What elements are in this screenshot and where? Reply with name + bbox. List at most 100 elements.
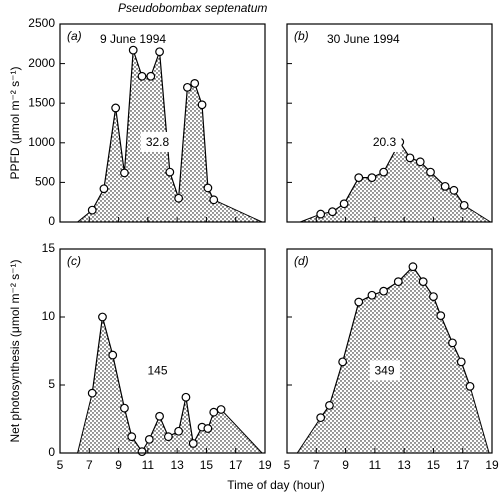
data-point xyxy=(144,435,154,444)
area-edge xyxy=(220,409,263,454)
data-point xyxy=(367,173,377,183)
data-point xyxy=(367,290,377,300)
panel-label: (d) xyxy=(294,254,309,268)
data-point xyxy=(316,209,326,219)
data-point xyxy=(174,193,184,203)
data-point xyxy=(408,262,418,272)
data-point xyxy=(209,407,219,417)
data-point xyxy=(379,286,389,296)
area-total-box xyxy=(369,360,400,381)
x-tick-label: 9 xyxy=(342,458,349,472)
y-tick-label: 0 xyxy=(48,445,55,459)
data-point xyxy=(137,447,147,457)
data-point xyxy=(99,184,109,194)
data-point xyxy=(111,103,121,113)
panel-frame xyxy=(286,23,493,223)
data-point xyxy=(405,153,415,163)
data-point xyxy=(379,167,389,177)
x-tick-label: 9 xyxy=(115,458,122,472)
x-tick-label: 13 xyxy=(397,458,411,472)
data-point xyxy=(459,200,469,210)
data-point xyxy=(190,78,200,88)
area-edge xyxy=(296,417,322,454)
y-tick-label: 10 xyxy=(42,309,56,323)
data-point xyxy=(155,47,164,57)
panel-frame xyxy=(59,23,266,223)
data-point xyxy=(163,432,173,442)
panel-label: (c) xyxy=(67,254,81,268)
x-tick-label: 17 xyxy=(456,458,470,472)
y-tick-label: 2500 xyxy=(28,16,55,30)
area-total: 32.8 xyxy=(146,135,170,149)
data-point xyxy=(429,292,438,302)
data-point xyxy=(203,424,213,433)
data-point xyxy=(354,297,364,307)
data-point xyxy=(128,45,138,55)
panel-label: (b) xyxy=(294,29,309,43)
data-point xyxy=(108,350,118,360)
panel-date: 9 June 1994 xyxy=(100,32,166,46)
data-point xyxy=(120,168,129,178)
data-point xyxy=(216,405,226,414)
data-point xyxy=(325,401,334,410)
y-tick-label: 2000 xyxy=(28,56,55,70)
area-fill xyxy=(297,266,490,453)
area-edge xyxy=(463,204,491,223)
data-point xyxy=(415,157,425,167)
y-tick-label: 500 xyxy=(35,175,55,189)
data-point xyxy=(448,338,457,348)
data-point xyxy=(418,277,428,287)
data-point xyxy=(137,71,147,81)
data-point xyxy=(354,173,364,183)
data-point xyxy=(182,82,192,92)
data-point xyxy=(449,185,459,195)
data-point xyxy=(440,181,450,191)
data-point xyxy=(188,439,198,448)
y-tick-label: 1500 xyxy=(28,95,55,109)
data-point xyxy=(465,381,475,391)
data-point xyxy=(120,403,129,413)
area-total-box xyxy=(140,131,175,152)
data-point xyxy=(426,167,435,177)
data-point xyxy=(316,413,326,423)
data-point xyxy=(98,312,107,322)
x-tick-label: 19 xyxy=(485,458,499,472)
y-tick-label: 5 xyxy=(48,377,55,391)
data-point xyxy=(327,207,337,217)
panel-date: 30 June 1994 xyxy=(327,32,400,46)
area-total: 349 xyxy=(374,364,394,378)
figure-title: Pseudobombax septenatum xyxy=(118,1,267,15)
x-axis-label: Time of day (hour) xyxy=(227,478,325,492)
data-point xyxy=(338,357,348,367)
x-tick-label: 7 xyxy=(86,458,93,472)
x-tick-label: 13 xyxy=(170,458,184,472)
area-edge xyxy=(213,199,263,223)
data-point xyxy=(146,71,156,81)
data-point xyxy=(181,392,191,402)
y-tick-label: 0 xyxy=(48,214,55,228)
x-tick-label: 5 xyxy=(284,458,291,472)
area-fill xyxy=(77,50,263,222)
data-point xyxy=(339,199,349,209)
area-total-box xyxy=(367,131,402,152)
data-line xyxy=(320,265,471,418)
data-point xyxy=(197,100,207,110)
data-point xyxy=(87,388,97,398)
data-point xyxy=(203,183,213,193)
y-tick-label: 1000 xyxy=(28,135,55,149)
x-tick-label: 5 xyxy=(57,458,64,472)
y-axis-label: Net photosynthesis (μmol m⁻² s⁻¹) xyxy=(8,260,22,443)
x-tick-label: 7 xyxy=(313,458,320,472)
x-tick-label: 15 xyxy=(427,458,441,472)
x-tick-label: 19 xyxy=(258,458,272,472)
data-point xyxy=(393,277,403,287)
data-point xyxy=(436,311,446,321)
panel-frame xyxy=(59,248,266,454)
x-tick-label: 11 xyxy=(142,458,155,472)
area-fill xyxy=(77,317,263,453)
data-point xyxy=(87,205,97,215)
area-edge xyxy=(469,386,490,454)
area-total: 145 xyxy=(147,364,167,378)
area-edge xyxy=(77,393,93,454)
